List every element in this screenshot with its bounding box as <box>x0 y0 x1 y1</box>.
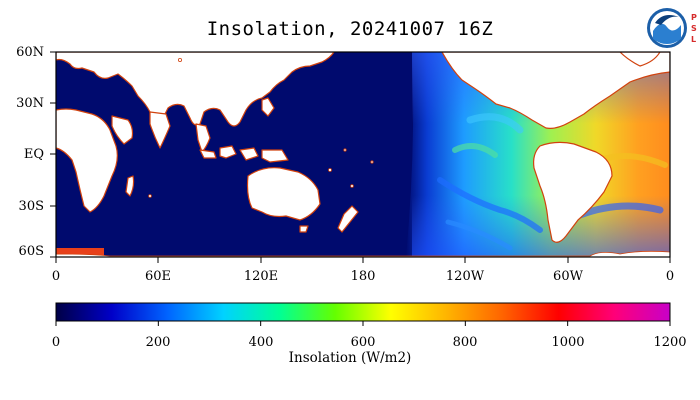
antarctic-edge <box>56 248 104 257</box>
colorbar-tick-label: 800 <box>452 335 478 350</box>
colorbar-tick-label: 0 <box>51 335 61 350</box>
lon-label-0: 0 <box>51 269 61 284</box>
colorbar-tick-label: 1200 <box>653 335 687 350</box>
lon-label-120e: 120E <box>243 269 279 284</box>
lon-label-60e: 60E <box>144 269 172 284</box>
lat-label-30s: 30S <box>18 199 44 214</box>
colorbar-title: Insolation (W/m2) <box>288 350 412 366</box>
lon-label-60w: 60W <box>553 269 583 284</box>
chart-title: Insolation, 20241007 16Z <box>206 18 494 40</box>
island-specks <box>148 58 374 198</box>
lon-label-0-end: 0 <box>665 269 675 284</box>
colorbar-tick-label: 1000 <box>551 335 585 350</box>
lat-label-30n: 30N <box>16 96 44 111</box>
land-masses <box>56 52 670 243</box>
svg-text:S: S <box>691 24 697 33</box>
colorbar <box>55 302 671 326</box>
lat-label-60s: 60S <box>18 244 44 259</box>
svg-text:P: P <box>691 13 697 22</box>
svg-text:L: L <box>691 35 696 44</box>
lon-label-180: 180 <box>350 269 376 284</box>
colorbar-tick-label: 600 <box>350 335 376 350</box>
lat-ticks <box>50 51 56 258</box>
lat-label-eq: EQ <box>23 147 44 162</box>
noaa-logo-icon: P S L <box>647 8 697 48</box>
lon-label-120w: 120W <box>445 269 485 284</box>
colorbar-gradient <box>55 302 671 322</box>
colorbar-tick-label: 200 <box>145 335 171 350</box>
lat-label-60n: 60N <box>16 45 44 60</box>
lon-ticks <box>55 257 671 263</box>
colorbar-tick-label: 400 <box>248 335 274 350</box>
